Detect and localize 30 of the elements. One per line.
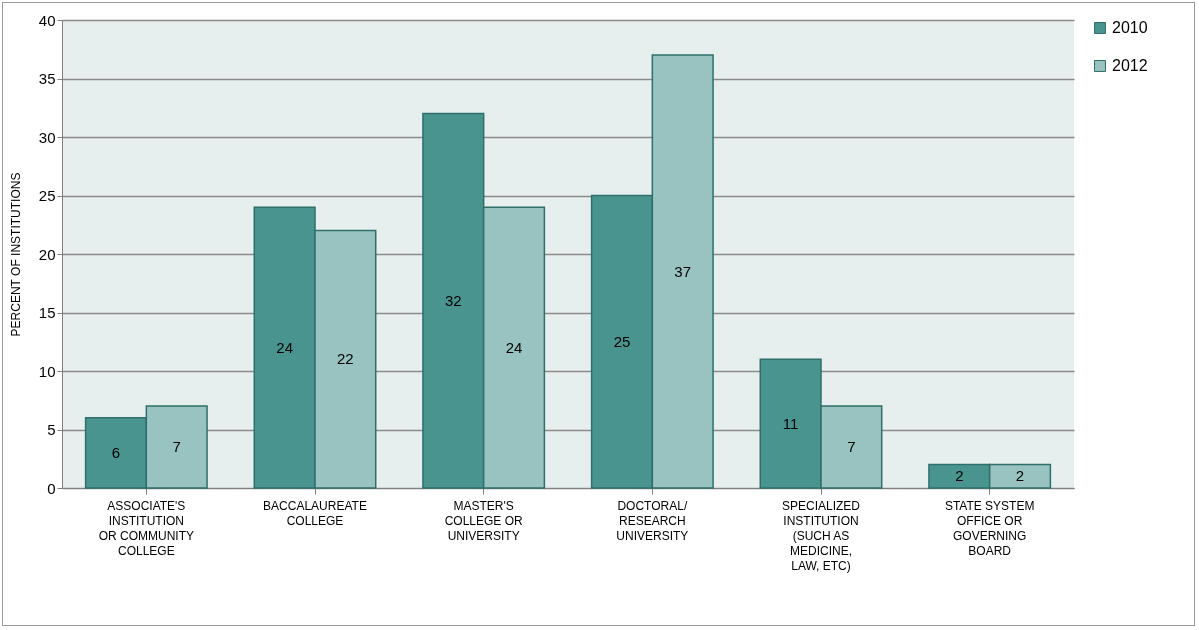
y-tick-label: 0 <box>47 479 56 497</box>
x-tick-label: STATE SYSTEM OFFICE OR GOVERNING BOARD <box>944 498 1035 558</box>
data-label: 7 <box>172 438 181 456</box>
y-tick-label: 40 <box>38 11 56 29</box>
legend-label: 2012 <box>1112 57 1148 74</box>
y-tick-label: 30 <box>38 128 56 146</box>
x-tick-label: SPECIALIZED INSTITUTION (SUCH AS MEDICINE, LAW, ETC) <box>781 498 861 573</box>
data-label: 32 <box>444 291 462 309</box>
data-label: 2 <box>1015 467 1025 485</box>
data-label: 37 <box>674 262 692 280</box>
data-label: 2 <box>955 467 964 485</box>
data-label: 24 <box>276 338 293 356</box>
data-label: 6 <box>111 443 121 461</box>
y-tick-label: 5 <box>47 421 56 438</box>
legend-label: 2010 <box>1112 19 1148 36</box>
data-label: 24 <box>505 338 523 356</box>
data-label: 22 <box>337 350 354 368</box>
x-tick-label: ASSOCIATE'S INSTITUTION OR COMMUNITY COLLEGE <box>98 498 194 558</box>
y-tick-label: 35 <box>38 70 56 87</box>
y-axis-title: PERCENT OF INSTITUTIONS <box>8 172 23 337</box>
x-tick-label: BACCALAUREATE COLLEGE <box>263 498 367 528</box>
y-tick-label: 25 <box>38 187 56 204</box>
y-tick-label: 20 <box>38 245 56 263</box>
x-tick-label: DOCTORAL/ RESEARCH UNIVERSITY <box>616 498 689 543</box>
data-label: 25 <box>613 332 631 350</box>
y-tick-label: 15 <box>38 304 56 321</box>
y-tick-label: 10 <box>38 362 56 380</box>
data-label: 7 <box>847 438 856 456</box>
data-label: 11 <box>782 414 799 432</box>
x-tick-label: MASTER'S COLLEGE OR UNIVERSITY <box>444 498 524 543</box>
